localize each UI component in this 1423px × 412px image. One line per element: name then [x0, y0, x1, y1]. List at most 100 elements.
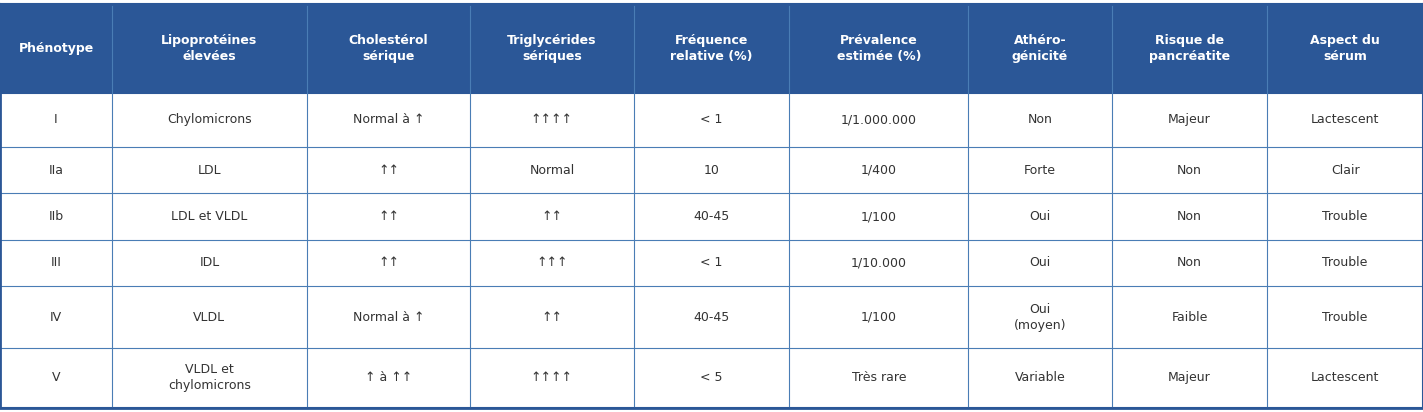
Text: IV: IV: [50, 311, 63, 323]
Text: 1/100: 1/100: [861, 311, 896, 323]
Bar: [307, 4, 470, 93]
Text: Phénotype: Phénotype: [18, 42, 94, 55]
Bar: [307, 93, 470, 147]
Bar: [633, 93, 790, 147]
Bar: [790, 240, 969, 286]
Text: Très rare: Très rare: [851, 372, 906, 384]
Bar: [470, 147, 633, 193]
Text: Normal: Normal: [529, 164, 575, 177]
Text: Trouble: Trouble: [1322, 257, 1368, 269]
Text: Faible: Faible: [1171, 311, 1208, 323]
Bar: [969, 147, 1111, 193]
Text: LDL: LDL: [198, 164, 221, 177]
Text: ↑↑↑↑: ↑↑↑↑: [531, 372, 573, 384]
Text: Prévalence
estimée (%): Prévalence estimée (%): [837, 34, 921, 63]
Bar: [969, 4, 1111, 93]
Bar: [112, 4, 307, 93]
Text: Clair: Clair: [1331, 164, 1359, 177]
Bar: [307, 147, 470, 193]
Bar: [470, 286, 633, 348]
Bar: [790, 348, 969, 408]
Bar: [1111, 147, 1268, 193]
Text: IDL: IDL: [199, 257, 219, 269]
Bar: [790, 286, 969, 348]
Bar: [112, 147, 307, 193]
Text: Aspect du
sérum: Aspect du sérum: [1311, 34, 1380, 63]
Bar: [1111, 286, 1268, 348]
Text: < 1: < 1: [700, 113, 723, 126]
Bar: [0, 4, 112, 93]
Text: Non: Non: [1177, 210, 1202, 223]
Bar: [307, 193, 470, 240]
Text: VLDL et
chylomicrons: VLDL et chylomicrons: [168, 363, 250, 393]
Bar: [112, 193, 307, 240]
Text: IIb: IIb: [48, 210, 64, 223]
Bar: [0, 193, 112, 240]
Bar: [112, 286, 307, 348]
Bar: [969, 348, 1111, 408]
Bar: [1111, 93, 1268, 147]
Text: Lactescent: Lactescent: [1311, 372, 1379, 384]
Bar: [633, 240, 790, 286]
Text: Risque de
pancréatite: Risque de pancréatite: [1148, 34, 1229, 63]
Bar: [633, 147, 790, 193]
Bar: [0, 348, 112, 408]
Bar: [790, 147, 969, 193]
Text: Trouble: Trouble: [1322, 311, 1368, 323]
Text: Triglycérides
sériques: Triglycérides sériques: [507, 34, 596, 63]
Bar: [1111, 4, 1268, 93]
Text: < 1: < 1: [700, 257, 723, 269]
Bar: [1268, 286, 1423, 348]
Text: Non: Non: [1027, 113, 1053, 126]
Text: < 5: < 5: [700, 372, 723, 384]
Bar: [633, 4, 790, 93]
Text: 1/100: 1/100: [861, 210, 896, 223]
Text: 1/10.000: 1/10.000: [851, 257, 906, 269]
Bar: [470, 4, 633, 93]
Text: ↑↑: ↑↑: [379, 164, 398, 177]
Text: ↑↑: ↑↑: [379, 210, 398, 223]
Text: I: I: [54, 113, 58, 126]
Text: Normal à ↑: Normal à ↑: [353, 311, 424, 323]
Bar: [470, 193, 633, 240]
Text: Normal à ↑: Normal à ↑: [353, 113, 424, 126]
Bar: [1111, 193, 1268, 240]
Bar: [790, 193, 969, 240]
Bar: [112, 93, 307, 147]
Bar: [112, 348, 307, 408]
Text: ↑ à ↑↑: ↑ à ↑↑: [364, 372, 413, 384]
Bar: [470, 93, 633, 147]
Bar: [1111, 240, 1268, 286]
Text: Chylomicrons: Chylomicrons: [166, 113, 252, 126]
Text: Oui: Oui: [1029, 257, 1050, 269]
Bar: [307, 286, 470, 348]
Text: Non: Non: [1177, 164, 1202, 177]
Bar: [0, 240, 112, 286]
Bar: [1111, 348, 1268, 408]
Text: ↑↑: ↑↑: [379, 257, 398, 269]
Text: ↑↑: ↑↑: [541, 210, 562, 223]
Bar: [470, 240, 633, 286]
Text: Fréquence
relative (%): Fréquence relative (%): [670, 34, 753, 63]
Text: V: V: [51, 372, 60, 384]
Text: Athéro-
génicité: Athéro- génicité: [1012, 34, 1069, 63]
Bar: [307, 348, 470, 408]
Text: 1/400: 1/400: [861, 164, 896, 177]
Text: 10: 10: [703, 164, 720, 177]
Bar: [0, 286, 112, 348]
Bar: [1268, 193, 1423, 240]
Bar: [307, 240, 470, 286]
Text: Cholestérol
sérique: Cholestérol sérique: [349, 34, 428, 63]
Bar: [969, 240, 1111, 286]
Text: VLDL: VLDL: [194, 311, 225, 323]
Text: Non: Non: [1177, 257, 1202, 269]
Text: Variable: Variable: [1015, 372, 1066, 384]
Bar: [1268, 93, 1423, 147]
Text: Majeur: Majeur: [1168, 372, 1211, 384]
Bar: [790, 93, 969, 147]
Bar: [1268, 240, 1423, 286]
Text: ↑↑: ↑↑: [541, 311, 562, 323]
Text: Oui: Oui: [1029, 210, 1050, 223]
Bar: [633, 193, 790, 240]
Bar: [633, 286, 790, 348]
